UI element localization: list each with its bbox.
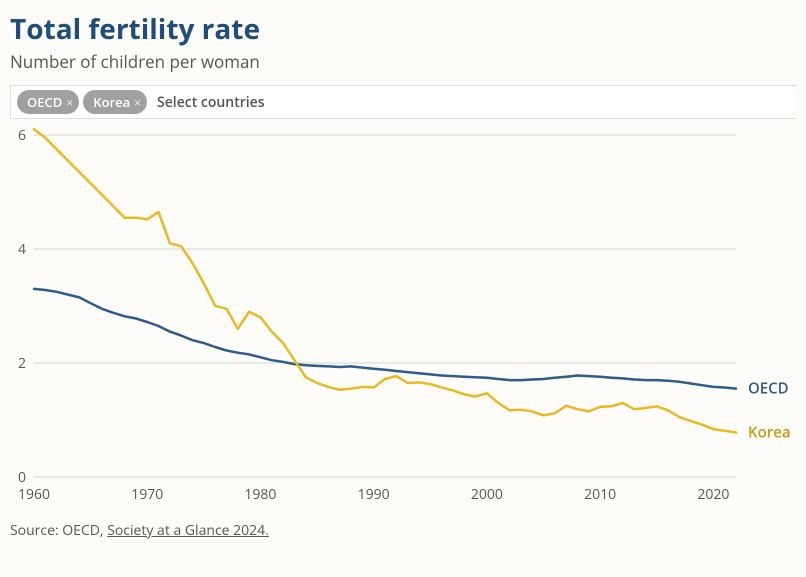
x-tick-label: 2020 (697, 485, 729, 504)
series-line-oecd (34, 289, 736, 389)
filter-chip-oecd[interactable]: OECD× (17, 90, 79, 114)
country-filter-bar[interactable]: OECD× Korea× Select countries (10, 85, 796, 119)
x-tick-label: 2000 (471, 485, 503, 504)
close-icon[interactable]: × (66, 94, 73, 111)
x-tick-label: 1960 (18, 485, 50, 504)
series-label-oecd: OECD (748, 379, 789, 399)
series-label-korea: Korea (748, 423, 791, 443)
filter-placeholder: Select countries (157, 93, 265, 112)
chart-title: Total fertility rate (10, 10, 796, 48)
source-link[interactable]: Society at a Glance 2024. (107, 521, 269, 540)
source-prefix: Source: OECD, (10, 521, 107, 540)
x-tick-label: 1990 (358, 485, 390, 504)
source-line: Source: OECD, Society at a Glance 2024. (10, 521, 796, 540)
x-tick-label: 1980 (244, 485, 276, 504)
y-tick-label: 4 (18, 240, 26, 259)
y-tick-label: 6 (18, 127, 26, 145)
y-tick-label: 2 (18, 354, 26, 373)
chip-label: Korea (93, 93, 130, 111)
filter-chip-korea[interactable]: Korea× (83, 90, 147, 114)
chip-label: OECD (27, 93, 62, 111)
close-icon[interactable]: × (134, 94, 141, 111)
series-line-korea (34, 129, 736, 432)
line-chart: 02461960197019801990200020102020OECDKore… (10, 127, 796, 507)
x-tick-label: 1970 (131, 485, 163, 504)
x-tick-label: 2010 (584, 485, 616, 504)
chart-subtitle: Number of children per woman (10, 50, 796, 73)
